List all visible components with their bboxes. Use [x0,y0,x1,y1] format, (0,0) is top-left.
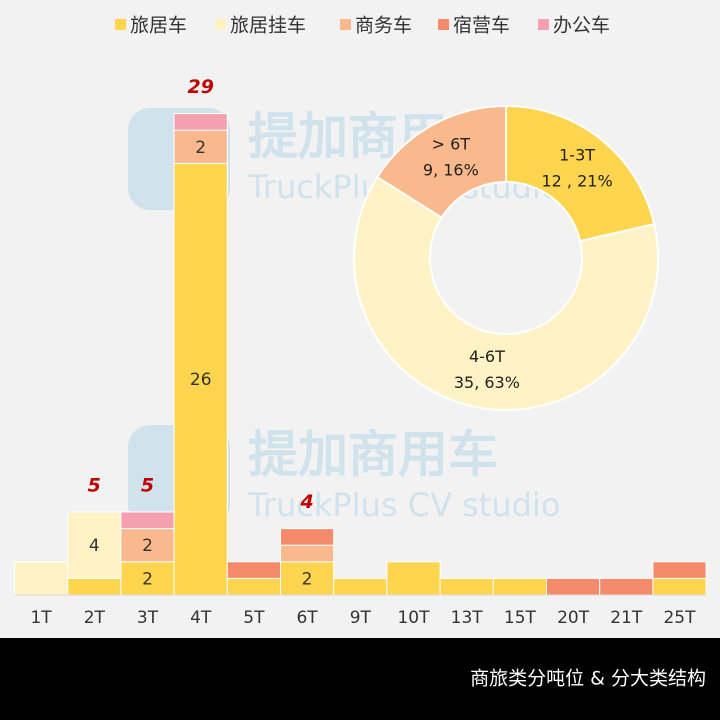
bar-segment [67,511,122,579]
bar-segment [439,577,494,596]
slice-category: 4-6T [469,347,505,366]
legend-swatch [215,19,226,30]
total-label: 29 [187,76,213,98]
legend-label: 旅居车 [130,15,187,37]
bar-segment [173,162,228,596]
total-label: 4 [299,491,313,513]
slice-label: 35, 63% [454,373,520,392]
data-label: 2 [142,569,153,589]
bar-segment [173,113,228,131]
bar-segment [333,577,388,596]
x-tick-label: 21T [610,608,643,628]
slice-label: 12 , 21% [541,171,612,190]
donut-slice [375,104,507,219]
donut-slice [353,175,659,411]
bar-segment [546,577,601,596]
data-label: 2 [302,569,313,589]
legend-swatch [340,19,351,30]
data-label: 4 [89,536,100,556]
bar-segment [120,511,175,530]
data-label: 26 [190,370,212,390]
total-label: 5 [141,475,154,497]
x-tick-label: 2T [84,608,106,628]
slice-category: 1-3T [559,145,595,164]
bar-segment [599,577,654,596]
x-tick-label: 5T [243,608,265,628]
watermark-subtitle: TruckPlus CV studio [247,486,560,524]
legend-label: 办公车 [553,15,610,37]
x-tick-label: 25T [663,608,696,628]
bar-segment [120,528,175,563]
x-tick-label: 10T [397,608,430,628]
legend-label: 旅居挂车 [230,15,306,37]
watermark-title: 提加商用车 [248,426,498,484]
bar-segment [492,577,547,596]
x-tick-label: 6T [296,608,318,628]
x-tick-label: 4T [190,608,212,628]
bar-segment [226,577,282,596]
x-tick-label: 1T [30,608,52,628]
x-tick-label: 3T [137,608,159,628]
legend-label: 商务车 [355,15,412,37]
bar-segment [652,561,707,579]
bar-segment [280,528,335,546]
bar-segment [226,561,282,579]
slice-label: 9, 16% [423,161,479,180]
donut-slice [505,104,656,243]
bar-segment [652,577,707,596]
x-tick-label: 20T [557,608,590,628]
slice-category: > 6T [432,135,471,154]
bar-segment [14,561,69,596]
bar-segment [67,577,122,596]
data-label: 2 [195,138,206,158]
x-tick-label: 15T [504,608,537,628]
x-tick-label: 13T [451,608,484,628]
footer [0,638,720,720]
caption: 商旅类分吨位 & 分大类结构 [470,668,706,690]
bar-segment [280,544,335,563]
legend-label: 宿营车 [453,15,510,37]
legend-swatch [115,19,126,30]
x-tick-label: 9T [350,608,372,628]
total-label: 5 [88,475,101,497]
data-label: 2 [142,536,153,556]
legend-swatch [538,19,549,30]
bar-segment [386,561,441,596]
legend-swatch [438,19,449,30]
